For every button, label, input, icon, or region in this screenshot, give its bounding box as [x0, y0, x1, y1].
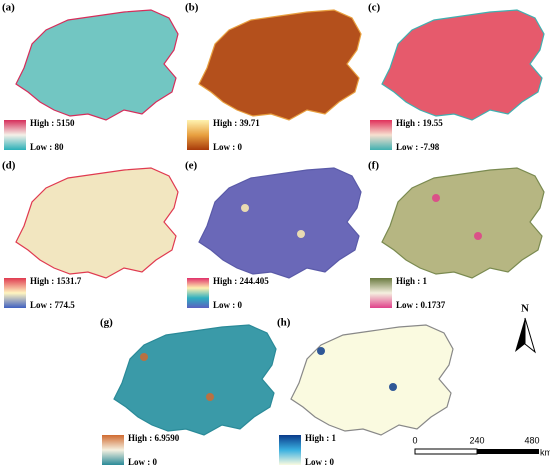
- scale-bar: 0 240 480 km: [412, 435, 550, 457]
- legend-high: High : 6.9590: [128, 433, 180, 443]
- hotspot: [206, 393, 214, 401]
- map-panel: (g) High : 6.9590 Low : 0: [100, 317, 277, 467]
- map-panel: (h) High : 1 Low : 0: [277, 317, 454, 467]
- hotspot: [389, 383, 397, 391]
- hotspot: [241, 204, 249, 212]
- panel-label: (d): [2, 160, 16, 172]
- legend-ramp: [4, 120, 26, 150]
- panel-label: (g): [100, 317, 113, 329]
- map-panel: (e) High : 244.405 Low : 0: [185, 160, 362, 310]
- legend-ramp: [102, 435, 124, 465]
- legend-high: High : 5150: [30, 118, 75, 128]
- region-map: [381, 9, 545, 121]
- legend-high: High : 1: [396, 276, 428, 286]
- legend-ramp: [370, 278, 392, 308]
- legend-low: Low : 0: [213, 300, 242, 310]
- map-panel: (f) High : 1 Low : 0.1737: [368, 160, 545, 310]
- region-map: [198, 9, 362, 121]
- panel-label: (b): [185, 2, 199, 14]
- legend-low: Low : 774.5: [30, 300, 75, 310]
- legend-low: Low : 0.1737: [396, 300, 446, 310]
- region-map: [15, 167, 179, 279]
- legend-ramp: [279, 435, 301, 465]
- region-map: [198, 167, 362, 279]
- scale-tick: 0: [412, 435, 417, 445]
- scale-tick: 480: [524, 435, 539, 445]
- north-label: N: [521, 303, 529, 315]
- scale-unit: km: [540, 447, 550, 457]
- legend-high: High : 244.405: [213, 276, 269, 286]
- legend-low: Low : 0: [128, 457, 157, 467]
- panel-label: (a): [2, 2, 15, 14]
- legend-high: High : 39.71: [213, 118, 260, 128]
- hotspot: [474, 232, 482, 240]
- legend-low: Low : -7.98: [396, 142, 440, 152]
- legend-low: Low : 0: [305, 457, 334, 467]
- legend-low: Low : 0: [213, 142, 242, 152]
- hotspot: [297, 230, 305, 238]
- legend-high: High : 19.55: [396, 118, 443, 128]
- map-panel: (d) High : 1531.7 Low : 774.5: [2, 160, 179, 310]
- panel-label: (c): [368, 2, 381, 14]
- panel-label: (e): [185, 160, 198, 172]
- legend-high: High : 1531.7: [30, 276, 82, 286]
- legend-low: Low : 80: [30, 142, 64, 152]
- legend-ramp: [187, 278, 209, 308]
- region-map: [381, 167, 545, 279]
- hotspot: [317, 347, 325, 355]
- north-arrow: N: [515, 303, 536, 354]
- map-panel: (a) High : 5150 Low : 80: [2, 2, 179, 152]
- panel-label: (h): [277, 317, 291, 329]
- map-panel: (c) High : 19.55 Low : -7.98: [368, 2, 545, 152]
- legend-ramp: [187, 120, 209, 150]
- hotspot: [432, 194, 440, 202]
- region-map: [113, 324, 277, 436]
- map-panel: (b) High : 39.71 Low : 0: [185, 2, 362, 152]
- panel-label: (f): [368, 160, 379, 172]
- legend-ramp: [370, 120, 392, 150]
- region-map: [15, 9, 179, 121]
- hotspot: [140, 353, 148, 361]
- scale-tick: 240: [469, 435, 484, 445]
- region-map: [290, 324, 454, 436]
- legend-ramp: [4, 278, 26, 308]
- legend-high: High : 1: [305, 433, 337, 443]
